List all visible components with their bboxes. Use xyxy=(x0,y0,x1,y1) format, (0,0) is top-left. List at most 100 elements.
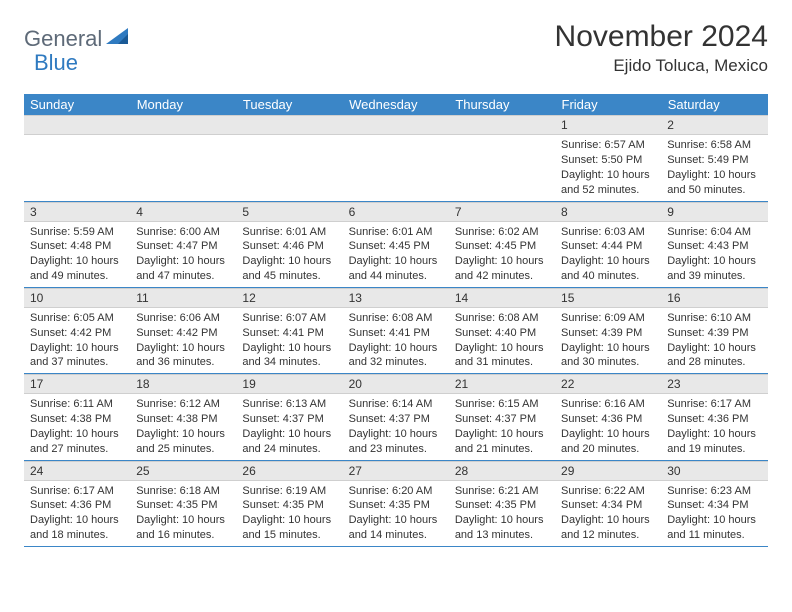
calendar-day-cell: 26Sunrise: 6:19 AMSunset: 4:35 PMDayligh… xyxy=(236,460,342,546)
day-content: Sunrise: 6:14 AMSunset: 4:37 PMDaylight:… xyxy=(343,394,449,459)
day-content: Sunrise: 6:57 AMSunset: 5:50 PMDaylight:… xyxy=(555,135,661,200)
calendar-day-cell: 7Sunrise: 6:02 AMSunset: 4:45 PMDaylight… xyxy=(449,201,555,287)
day-number-empty xyxy=(130,115,236,135)
weekday-header-row: Sunday Monday Tuesday Wednesday Thursday… xyxy=(24,94,768,115)
calendar-day-cell xyxy=(449,115,555,201)
day-number: 12 xyxy=(236,288,342,308)
calendar-page: General November 2024 Ejido Toluca, Mexi… xyxy=(0,0,792,557)
logo: General xyxy=(24,26,132,52)
logo-text-blue: Blue xyxy=(34,50,78,75)
calendar-day-cell: 27Sunrise: 6:20 AMSunset: 4:35 PMDayligh… xyxy=(343,460,449,546)
calendar-week-row: 1Sunrise: 6:57 AMSunset: 5:50 PMDaylight… xyxy=(24,115,768,201)
logo-sub: Blue xyxy=(34,50,78,76)
day-number: 29 xyxy=(555,461,661,481)
weekday-header: Saturday xyxy=(661,94,767,115)
day-content: Sunrise: 6:23 AMSunset: 4:34 PMDaylight:… xyxy=(661,481,767,546)
month-title: November 2024 xyxy=(555,20,768,54)
calendar-day-cell: 4Sunrise: 6:00 AMSunset: 4:47 PMDaylight… xyxy=(130,201,236,287)
day-number: 10 xyxy=(24,288,130,308)
header: General November 2024 Ejido Toluca, Mexi… xyxy=(24,20,768,76)
day-number: 23 xyxy=(661,374,767,394)
day-number: 28 xyxy=(449,461,555,481)
title-block: November 2024 Ejido Toluca, Mexico xyxy=(555,20,768,76)
calendar-day-cell: 5Sunrise: 6:01 AMSunset: 4:46 PMDaylight… xyxy=(236,201,342,287)
calendar-week-row: 10Sunrise: 6:05 AMSunset: 4:42 PMDayligh… xyxy=(24,287,768,373)
day-content: Sunrise: 6:16 AMSunset: 4:36 PMDaylight:… xyxy=(555,394,661,459)
day-number-empty xyxy=(449,115,555,135)
weekday-header: Sunday xyxy=(24,94,130,115)
day-content: Sunrise: 6:22 AMSunset: 4:34 PMDaylight:… xyxy=(555,481,661,546)
calendar-day-cell: 12Sunrise: 6:07 AMSunset: 4:41 PMDayligh… xyxy=(236,287,342,373)
day-content: Sunrise: 6:10 AMSunset: 4:39 PMDaylight:… xyxy=(661,308,767,373)
calendar-day-cell: 24Sunrise: 6:17 AMSunset: 4:36 PMDayligh… xyxy=(24,460,130,546)
day-content: Sunrise: 6:01 AMSunset: 4:45 PMDaylight:… xyxy=(343,222,449,287)
weekday-header: Tuesday xyxy=(236,94,342,115)
day-number: 18 xyxy=(130,374,236,394)
day-number: 1 xyxy=(555,115,661,135)
day-content: Sunrise: 6:18 AMSunset: 4:35 PMDaylight:… xyxy=(130,481,236,546)
calendar-day-cell: 19Sunrise: 6:13 AMSunset: 4:37 PMDayligh… xyxy=(236,374,342,460)
weekday-header: Wednesday xyxy=(343,94,449,115)
calendar-day-cell: 1Sunrise: 6:57 AMSunset: 5:50 PMDaylight… xyxy=(555,115,661,201)
day-number: 11 xyxy=(130,288,236,308)
calendar-day-cell: 21Sunrise: 6:15 AMSunset: 4:37 PMDayligh… xyxy=(449,374,555,460)
day-number: 19 xyxy=(236,374,342,394)
day-content: Sunrise: 6:08 AMSunset: 4:41 PMDaylight:… xyxy=(343,308,449,373)
day-number: 2 xyxy=(661,115,767,135)
day-content: Sunrise: 6:17 AMSunset: 4:36 PMDaylight:… xyxy=(661,394,767,459)
day-number: 17 xyxy=(24,374,130,394)
day-content: Sunrise: 6:12 AMSunset: 4:38 PMDaylight:… xyxy=(130,394,236,459)
day-number: 15 xyxy=(555,288,661,308)
day-number: 21 xyxy=(449,374,555,394)
calendar-day-cell: 2Sunrise: 6:58 AMSunset: 5:49 PMDaylight… xyxy=(661,115,767,201)
day-content: Sunrise: 6:09 AMSunset: 4:39 PMDaylight:… xyxy=(555,308,661,373)
calendar-day-cell xyxy=(236,115,342,201)
day-content: Sunrise: 6:15 AMSunset: 4:37 PMDaylight:… xyxy=(449,394,555,459)
calendar-day-cell: 16Sunrise: 6:10 AMSunset: 4:39 PMDayligh… xyxy=(661,287,767,373)
day-number: 25 xyxy=(130,461,236,481)
calendar-day-cell: 23Sunrise: 6:17 AMSunset: 4:36 PMDayligh… xyxy=(661,374,767,460)
calendar-day-cell: 8Sunrise: 6:03 AMSunset: 4:44 PMDaylight… xyxy=(555,201,661,287)
day-content: Sunrise: 6:21 AMSunset: 4:35 PMDaylight:… xyxy=(449,481,555,546)
day-content: Sunrise: 6:17 AMSunset: 4:36 PMDaylight:… xyxy=(24,481,130,546)
calendar-day-cell: 14Sunrise: 6:08 AMSunset: 4:40 PMDayligh… xyxy=(449,287,555,373)
weekday-header: Thursday xyxy=(449,94,555,115)
day-content: Sunrise: 6:07 AMSunset: 4:41 PMDaylight:… xyxy=(236,308,342,373)
calendar-day-cell: 25Sunrise: 6:18 AMSunset: 4:35 PMDayligh… xyxy=(130,460,236,546)
calendar-week-row: 24Sunrise: 6:17 AMSunset: 4:36 PMDayligh… xyxy=(24,460,768,546)
day-content: Sunrise: 6:04 AMSunset: 4:43 PMDaylight:… xyxy=(661,222,767,287)
day-number: 22 xyxy=(555,374,661,394)
calendar-day-cell: 20Sunrise: 6:14 AMSunset: 4:37 PMDayligh… xyxy=(343,374,449,460)
day-number-empty xyxy=(343,115,449,135)
calendar-table: Sunday Monday Tuesday Wednesday Thursday… xyxy=(24,94,768,547)
day-number: 5 xyxy=(236,202,342,222)
day-content: Sunrise: 6:02 AMSunset: 4:45 PMDaylight:… xyxy=(449,222,555,287)
day-number: 20 xyxy=(343,374,449,394)
calendar-day-cell xyxy=(343,115,449,201)
calendar-day-cell: 9Sunrise: 6:04 AMSunset: 4:43 PMDaylight… xyxy=(661,201,767,287)
weekday-header: Monday xyxy=(130,94,236,115)
day-number: 4 xyxy=(130,202,236,222)
logo-triangle-icon xyxy=(106,26,132,51)
weekday-header: Friday xyxy=(555,94,661,115)
day-content: Sunrise: 6:01 AMSunset: 4:46 PMDaylight:… xyxy=(236,222,342,287)
day-content: Sunrise: 6:19 AMSunset: 4:35 PMDaylight:… xyxy=(236,481,342,546)
day-content: Sunrise: 6:06 AMSunset: 4:42 PMDaylight:… xyxy=(130,308,236,373)
day-content: Sunrise: 6:03 AMSunset: 4:44 PMDaylight:… xyxy=(555,222,661,287)
calendar-day-cell: 22Sunrise: 6:16 AMSunset: 4:36 PMDayligh… xyxy=(555,374,661,460)
calendar-day-cell: 10Sunrise: 6:05 AMSunset: 4:42 PMDayligh… xyxy=(24,287,130,373)
calendar-day-cell xyxy=(130,115,236,201)
day-number: 16 xyxy=(661,288,767,308)
calendar-day-cell xyxy=(24,115,130,201)
day-content: Sunrise: 6:58 AMSunset: 5:49 PMDaylight:… xyxy=(661,135,767,200)
day-content: Sunrise: 6:11 AMSunset: 4:38 PMDaylight:… xyxy=(24,394,130,459)
day-content: Sunrise: 6:13 AMSunset: 4:37 PMDaylight:… xyxy=(236,394,342,459)
logo-text-general: General xyxy=(24,26,102,52)
day-number: 6 xyxy=(343,202,449,222)
day-number: 27 xyxy=(343,461,449,481)
calendar-day-cell: 11Sunrise: 6:06 AMSunset: 4:42 PMDayligh… xyxy=(130,287,236,373)
day-content: Sunrise: 6:05 AMSunset: 4:42 PMDaylight:… xyxy=(24,308,130,373)
calendar-day-cell: 29Sunrise: 6:22 AMSunset: 4:34 PMDayligh… xyxy=(555,460,661,546)
day-content: Sunrise: 5:59 AMSunset: 4:48 PMDaylight:… xyxy=(24,222,130,287)
day-number: 14 xyxy=(449,288,555,308)
